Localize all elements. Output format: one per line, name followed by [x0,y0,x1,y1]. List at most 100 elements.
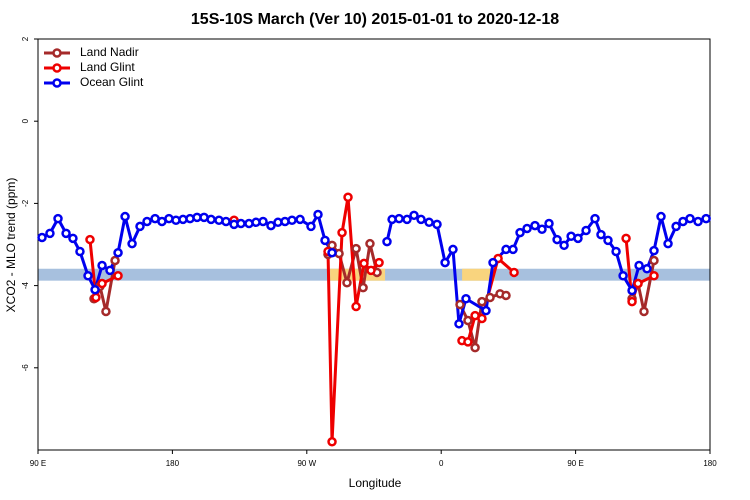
data-point [358,282,368,293]
data-point [611,246,621,257]
data-point [627,296,637,307]
data-point [287,215,297,226]
data-point [481,305,491,316]
data-point [327,247,337,258]
data-point [581,225,591,236]
data-point [105,265,115,276]
data-point [559,240,569,251]
data-point [295,214,305,225]
data-point [515,227,525,238]
x-tick-label: 0 [439,459,444,468]
data-point [127,238,137,249]
data-point [530,220,540,231]
data-point [603,235,613,246]
data-point [68,233,78,244]
data-point [37,232,47,243]
x-tick-label: 180 [166,459,180,468]
data-point [394,213,404,224]
data-point [91,292,101,303]
data-point [359,258,369,269]
data-point [101,306,111,317]
data-point [461,294,471,304]
data-point [409,210,419,221]
data-point [113,270,123,281]
reference-band [462,268,495,281]
data-point [463,337,473,347]
y-tick-label: 0 [21,118,30,123]
y-tick-label: -4 [21,281,30,289]
data-point [544,218,554,229]
legend-swatch-marker [52,48,62,58]
data-point [424,217,434,228]
data-point [258,216,268,227]
data-point [509,267,519,278]
data-point [221,216,231,227]
data-point [642,263,652,274]
series-line [92,242,656,350]
legend-label: Ocean Glint [80,75,144,89]
data-point [470,342,480,353]
plot-frame [37,38,711,451]
x-tick-label: 180 [703,459,717,468]
data-point [90,284,100,295]
data-point [337,227,347,238]
data-point [537,224,547,235]
data-point [306,221,316,232]
data-point [448,244,458,255]
data-point [477,313,487,324]
data-point [206,214,216,225]
data-point [463,315,473,326]
legend-swatch-marker [52,63,62,73]
y-tick-label: -2 [21,199,30,207]
data-point [266,220,276,231]
data-point [382,236,392,247]
data-point [135,221,145,232]
data-point [113,247,123,258]
data-point [552,234,562,245]
data-point [573,233,583,244]
legend-label: Land Glint [80,60,135,74]
data-point [501,290,511,301]
x-tick-label: 90 E [30,459,46,468]
data-point [402,214,412,225]
data-point [455,299,465,310]
data-point [508,244,518,255]
data-point [656,211,666,222]
data-point [633,278,643,289]
data-point [634,260,644,271]
y-tick-label: -6 [21,364,30,372]
data-point [488,257,498,268]
data-point [639,306,649,317]
data-point [649,270,659,281]
x-axis-label: Longitude [349,476,402,490]
data-point [365,238,375,249]
data-point [701,213,711,224]
x-tick-label: 90 W [297,459,316,468]
data-point [342,277,352,288]
legend-label: Land Nadir [80,45,139,59]
chart-title: 15S-10S March (Ver 10) 2015-01-01 to 202… [191,11,559,28]
data-point [327,437,337,447]
reference-band [330,268,386,281]
y-tick-label: 2 [21,36,30,41]
data-point [75,246,85,257]
data-point [97,278,107,289]
data-point [477,296,487,307]
x-tick-label: 90 E [567,459,583,468]
data-point [61,228,71,239]
data-point [485,292,495,303]
data-point [351,301,361,312]
data-point [596,229,606,240]
data-point [236,218,246,229]
data-point [590,213,600,224]
data-point [53,213,63,224]
data-point [374,257,384,268]
data-point [440,257,450,268]
data-point [432,219,442,230]
data-point [621,233,631,244]
data-point [663,238,673,249]
data-point [97,260,107,271]
data-point [671,221,681,232]
data-point [120,211,130,222]
